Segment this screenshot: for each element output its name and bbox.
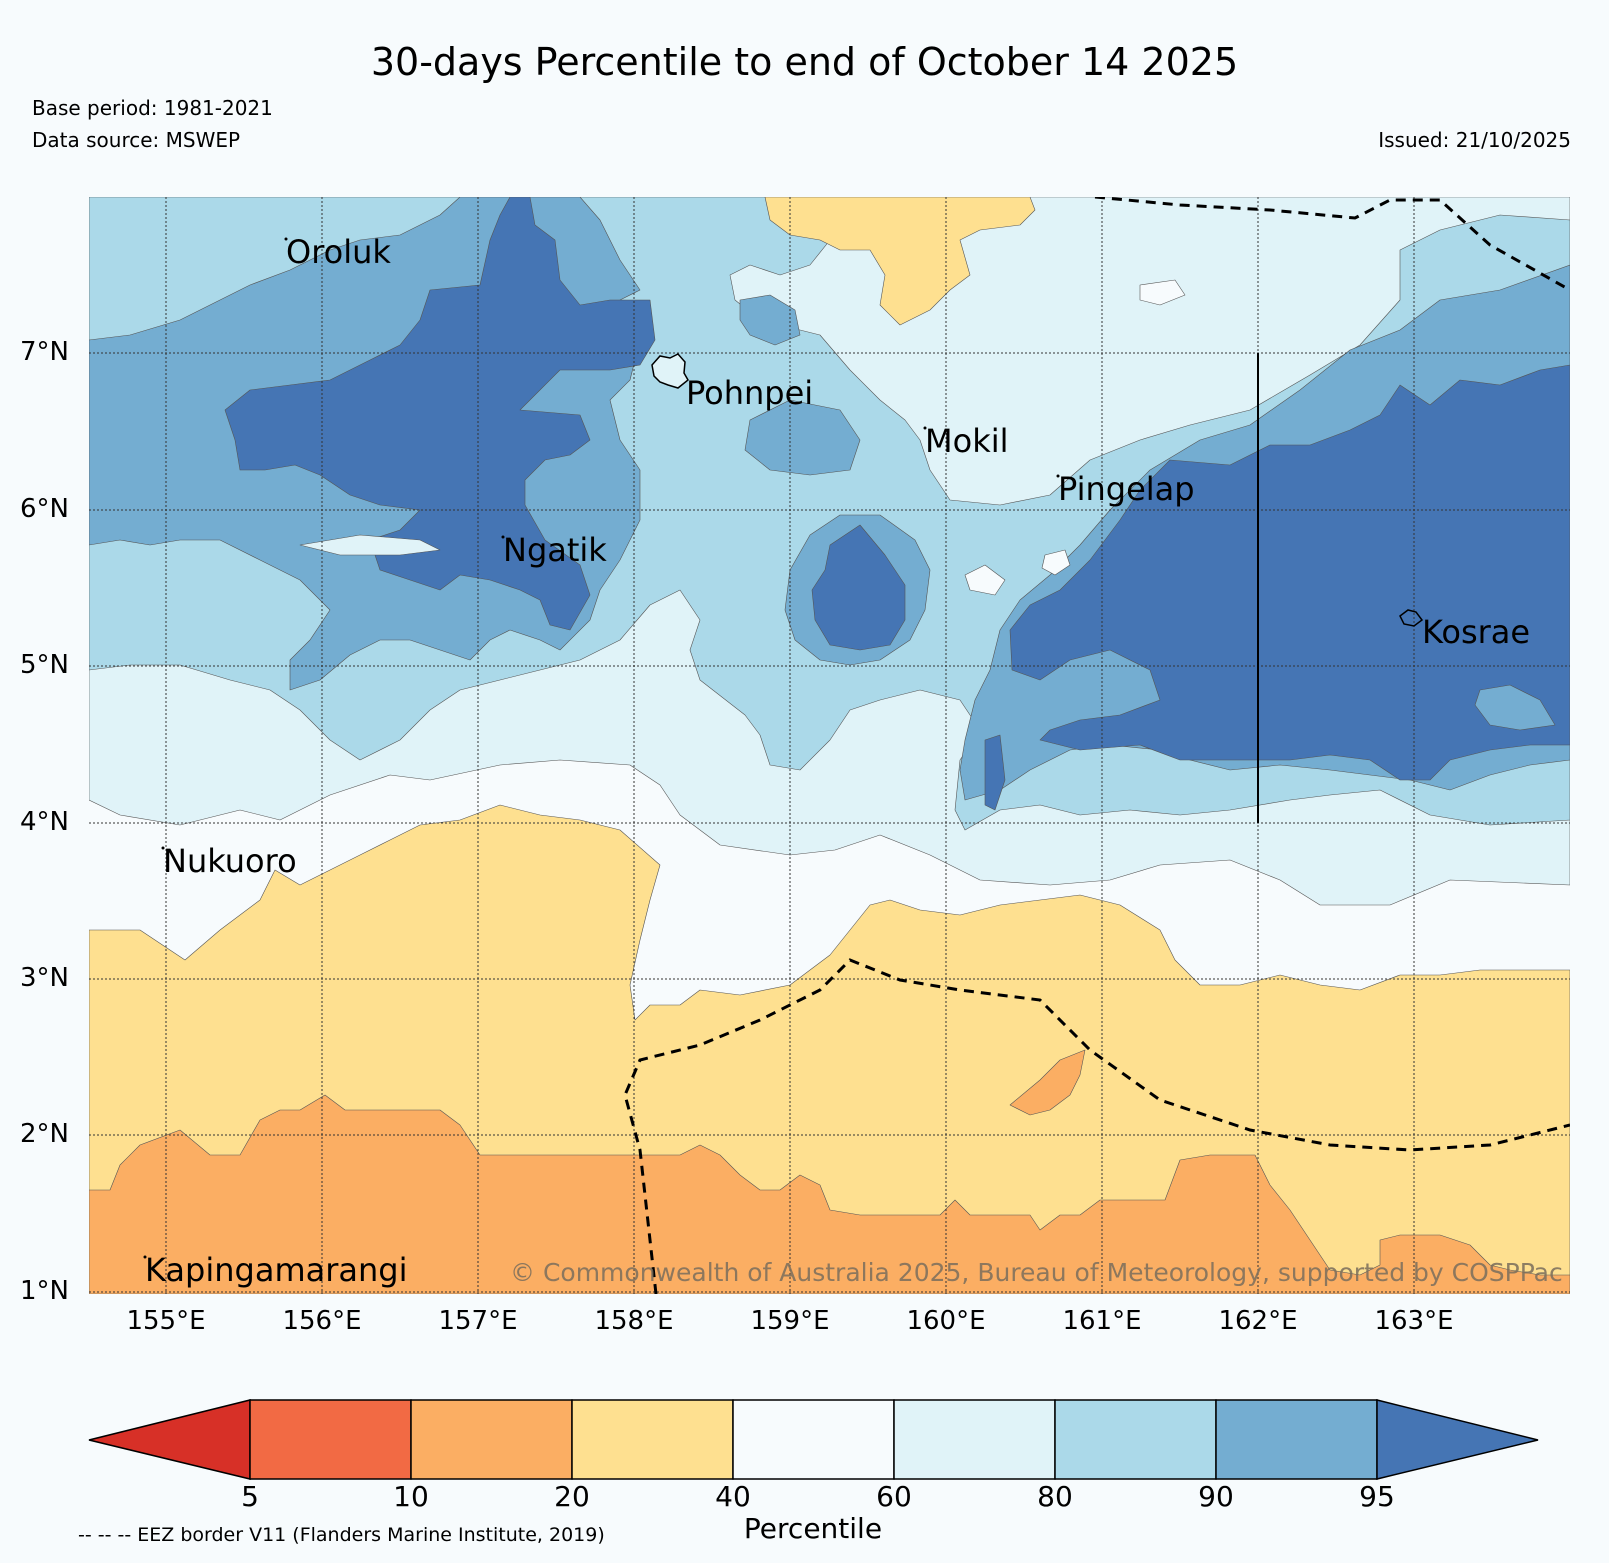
region-40-60-blob-b xyxy=(964,564,1006,596)
lon-tick: 160°E xyxy=(906,1306,986,1336)
lat-tick: 6°N xyxy=(20,494,69,524)
place-label-nukuoro: Nukuoro xyxy=(163,842,297,880)
lon-tick: 158°E xyxy=(594,1306,674,1336)
ngatik-marker xyxy=(501,535,505,539)
place-label-kosrae: Kosrae xyxy=(1422,613,1531,651)
kapingamarangi-marker xyxy=(143,1255,147,1259)
colorbar-tick: 80 xyxy=(1037,1480,1073,1513)
place-label-mokil: Mokil xyxy=(925,422,1009,460)
region-10-20-patch xyxy=(1009,1049,1086,1116)
map-title: 30-days Percentile to end of October 14 … xyxy=(370,40,1239,84)
region-60-80-blob xyxy=(299,534,441,556)
region-95-west xyxy=(224,197,656,631)
lon-tick: 156°E xyxy=(282,1306,362,1336)
place-label-pohnpei: Pohnpei xyxy=(686,374,814,412)
place-label-kapingamarangi: Kapingamarangi xyxy=(145,1251,408,1289)
place-label-pingelap: Pingelap xyxy=(1058,470,1195,508)
lon-tick: 162°E xyxy=(1218,1306,1298,1336)
colorbar-20-40 xyxy=(571,1399,734,1480)
region-90-95-inset xyxy=(1474,684,1556,731)
pingelap-marker xyxy=(1056,474,1060,478)
colorbar-label: Percentile xyxy=(743,1512,883,1545)
region-40-60-blob-a xyxy=(1139,279,1186,306)
lat-tick: 2°N xyxy=(20,1119,69,1149)
colorbar-tick: 90 xyxy=(1198,1480,1234,1513)
region-90-95-lower xyxy=(744,399,861,476)
base-period: Base period: 1981-2021 xyxy=(32,96,273,120)
region-95-mid xyxy=(811,524,906,651)
colorbar xyxy=(88,1399,1539,1480)
eez-legend-note: -- -- -- EEZ border V11 (Flanders Marine… xyxy=(78,1524,605,1546)
lat-tick: 5°N xyxy=(20,650,69,680)
colorbar-extend-low xyxy=(88,1399,251,1480)
colorbar-80-90 xyxy=(1054,1399,1217,1480)
region-10-20-south xyxy=(89,1094,1570,1294)
kosrae-island-outline xyxy=(1399,609,1424,627)
colorbar-tick: 40 xyxy=(715,1480,751,1513)
colorbar-5-10 xyxy=(249,1399,412,1480)
pohnpei-island-outline xyxy=(651,353,689,389)
region-95-sliver xyxy=(984,734,1006,811)
region-95-east xyxy=(1009,364,1570,781)
colorbar-40-60 xyxy=(732,1399,895,1480)
nukuoro-marker xyxy=(161,846,165,850)
oroluk-marker xyxy=(284,237,288,241)
colorbar-tick: 10 xyxy=(393,1480,429,1513)
colorbar-90-95 xyxy=(1215,1399,1378,1480)
lon-tick: 163°E xyxy=(1374,1306,1454,1336)
place-label-oroluk: Oroluk xyxy=(286,233,391,271)
colorbar-60-80 xyxy=(893,1399,1056,1480)
colorbar-tick: 20 xyxy=(554,1480,590,1513)
lon-tick: 159°E xyxy=(750,1306,830,1336)
colorbar-tick: 60 xyxy=(876,1480,912,1513)
lon-tick: 161°E xyxy=(1062,1306,1142,1336)
region-40-60-blob-c xyxy=(1041,549,1071,576)
region-90-95-pohnpei xyxy=(739,294,801,346)
lon-tick: 155°E xyxy=(126,1306,206,1336)
colorbar-tick: 95 xyxy=(1359,1480,1395,1513)
lon-tick: 157°E xyxy=(438,1306,518,1336)
colorbar-tick: 5 xyxy=(241,1480,259,1513)
place-label-ngatik: Ngatik xyxy=(503,531,607,569)
colorbar-extend-high xyxy=(1376,1399,1539,1480)
lat-tick: 3°N xyxy=(20,963,69,993)
lat-tick: 7°N xyxy=(20,337,69,367)
lat-tick: 4°N xyxy=(20,807,69,837)
eez-border xyxy=(623,197,1570,1294)
colorbar-10-20 xyxy=(410,1399,573,1480)
lat-tick: 1°N xyxy=(20,1276,69,1306)
data-source: Data source: MSWEP xyxy=(32,128,241,152)
attribution: © Commonwealth of Australia 2025, Bureau… xyxy=(510,1258,1563,1287)
region-20-40-north xyxy=(764,197,1036,326)
issued-date: Issued: 21/10/2025 xyxy=(1378,128,1571,152)
mokil-marker xyxy=(923,426,927,430)
